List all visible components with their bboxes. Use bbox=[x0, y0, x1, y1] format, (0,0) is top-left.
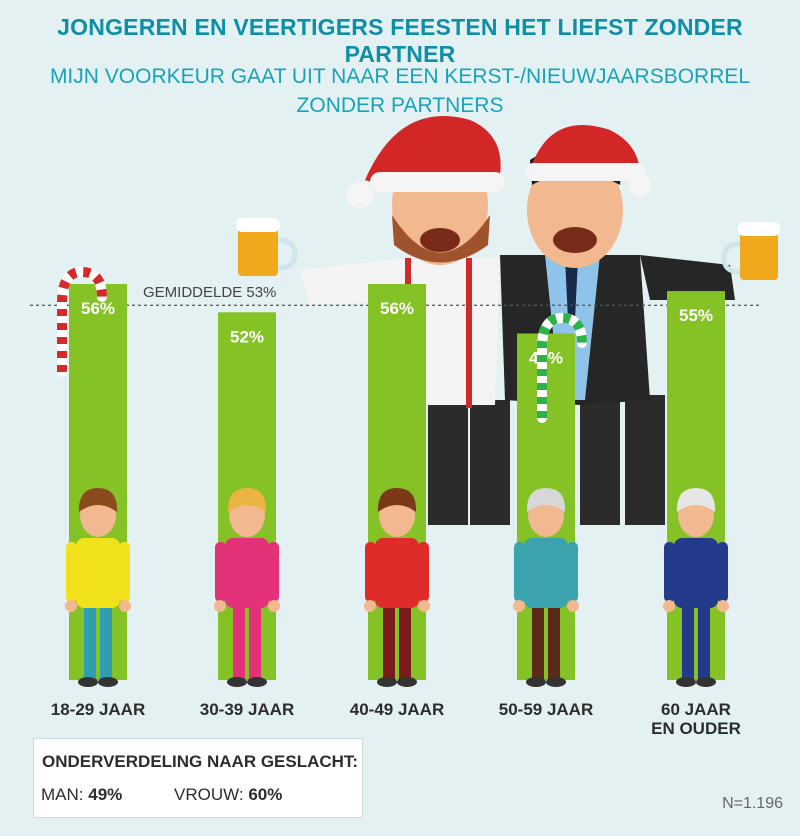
vrouw-value: 60% bbox=[248, 785, 283, 804]
candy-cane-red-icon bbox=[57, 266, 107, 377]
santa-men-illustration-icon bbox=[236, 116, 780, 525]
bar-1 bbox=[69, 284, 127, 680]
sample-size: N=1.196 bbox=[722, 795, 783, 812]
average-label: GEMIDDELDE 53% bbox=[140, 284, 280, 301]
category-label-line-2: EN OUDER bbox=[651, 719, 741, 738]
bar-value-label-1: 56% bbox=[81, 299, 115, 318]
vrouw-stat: VROUW: 60% bbox=[174, 785, 282, 805]
category-label-2: 30-39 JAAR bbox=[172, 700, 322, 719]
bar-value-label-2: 52% bbox=[230, 327, 264, 346]
category-label-line-1: 30-39 JAAR bbox=[199, 700, 295, 719]
chart-title: JONGEREN EN VEERTIGERS FEESTEN HET LIEFS… bbox=[57, 14, 743, 67]
grey-haired-man-icon bbox=[513, 488, 579, 687]
elderly-woman-icon bbox=[663, 488, 729, 687]
chart-subtitle: MIJN VOORKEUR GAAT UIT NAAR EEN KERST-/N… bbox=[0, 62, 800, 120]
category-label-3: 40-49 JAAR bbox=[322, 700, 472, 719]
category-label-line-1: 50-59 JAAR bbox=[498, 700, 594, 719]
subtitle-line-2: ZONDER PARTNERS bbox=[296, 94, 504, 117]
man-label: MAN: bbox=[41, 785, 84, 804]
category-label-line-1: 40-49 JAAR bbox=[349, 700, 445, 719]
subtitle-line-1: MIJN VOORKEUR GAAT UIT NAAR EEN KERST-/N… bbox=[49, 65, 751, 88]
category-label-1: 18-29 JAAR bbox=[23, 700, 173, 719]
gender-breakdown-box: ONDERVERDELING NAAR GESLACHT: MAN: 49% V… bbox=[33, 738, 363, 818]
young-man-icon bbox=[65, 488, 131, 687]
category-label-line-1: 60 JAAR bbox=[661, 700, 731, 719]
bar-value-label-3: 56% bbox=[380, 299, 414, 318]
young-woman-icon bbox=[214, 488, 280, 687]
category-label-line-1: 18-29 JAAR bbox=[50, 700, 146, 719]
bar-value-label-5: 55% bbox=[679, 306, 713, 325]
vrouw-label: VROUW: bbox=[174, 785, 244, 804]
man-value: 49% bbox=[88, 785, 123, 804]
gender-breakdown-title: ONDERVERDELING NAAR GESLACHT: bbox=[42, 752, 359, 771]
category-label-5: 60 JAAR EN OUDER bbox=[621, 700, 771, 738]
bar-3 bbox=[368, 284, 426, 680]
candy-cane-green-icon bbox=[537, 312, 587, 423]
bearded-man-icon bbox=[364, 488, 430, 687]
bar-5 bbox=[667, 291, 725, 680]
category-label-4: 50-59 JAAR bbox=[471, 700, 621, 719]
man-stat: MAN: 49% bbox=[41, 785, 122, 805]
